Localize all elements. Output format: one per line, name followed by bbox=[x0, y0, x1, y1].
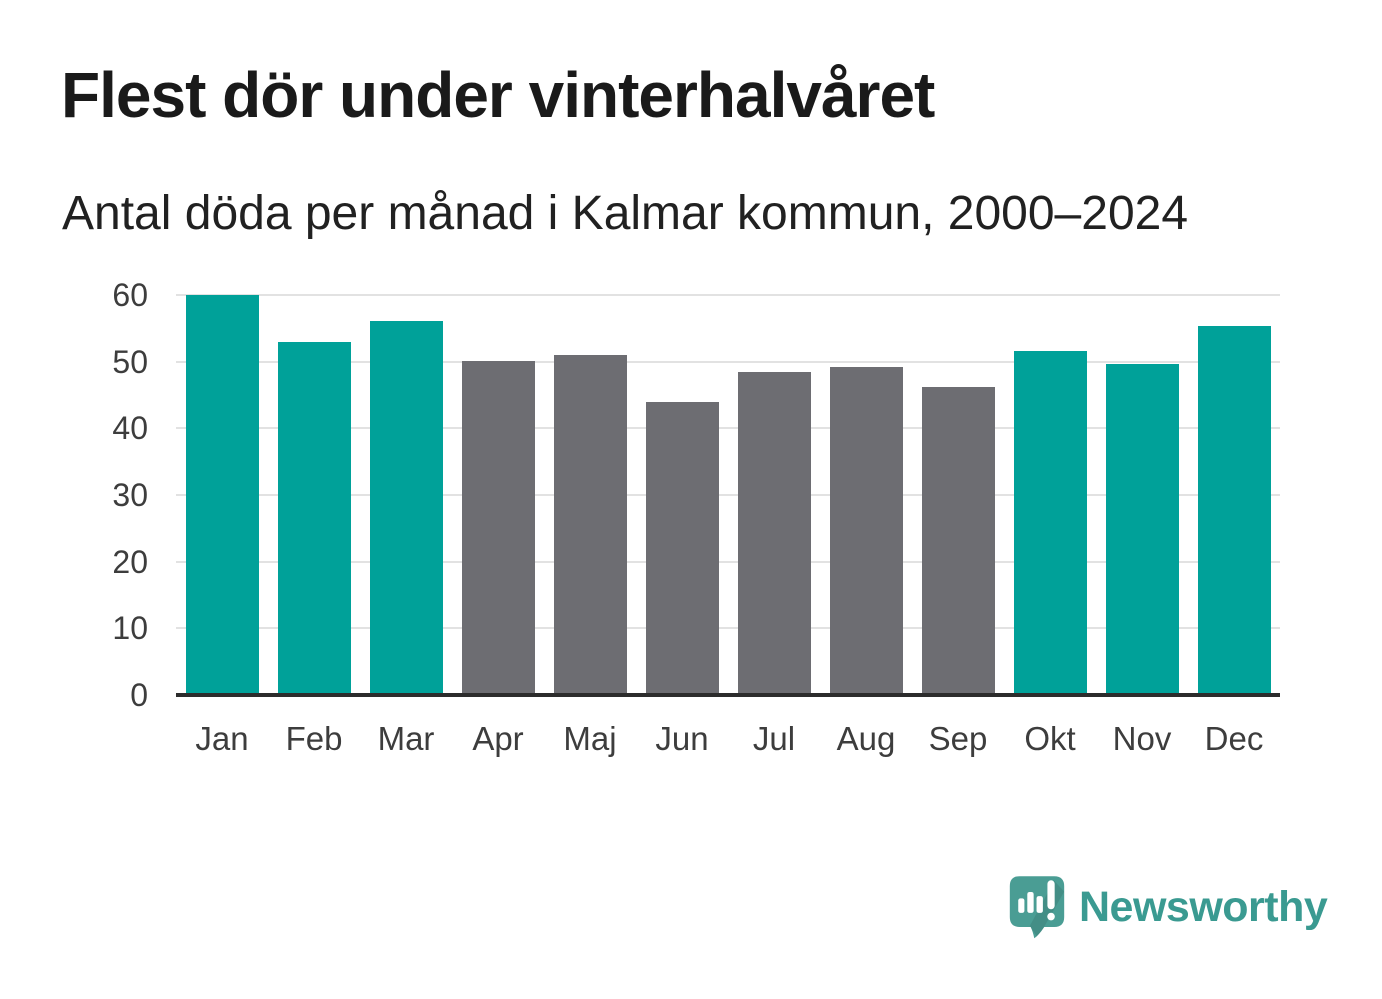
x-tick-label-nov: Nov bbox=[1112, 720, 1172, 757]
gridline-30 bbox=[176, 494, 1280, 496]
gridline-40 bbox=[176, 427, 1280, 430]
bar-dec bbox=[1197, 325, 1271, 695]
x-tick-label-apr: Apr bbox=[472, 720, 524, 757]
bar-slot-apr bbox=[452, 295, 544, 695]
chart-title: Flest dör under vinterhalvåret bbox=[61, 59, 935, 131]
y-axis: 0 10 20 30 40 50 60 bbox=[0, 279, 148, 711]
bar-slot-jan bbox=[176, 295, 268, 695]
bar-nov bbox=[1105, 363, 1179, 695]
bar-series bbox=[176, 295, 1280, 695]
x-tick-label-mar: Mar bbox=[377, 720, 435, 757]
x-tick-label-aug: Aug bbox=[836, 720, 896, 757]
bar-chart-plot-area bbox=[176, 294, 1280, 697]
gridline-20 bbox=[176, 560, 1280, 563]
gridline-10 bbox=[176, 627, 1280, 630]
bar-apr bbox=[461, 361, 535, 695]
bar-jan bbox=[185, 295, 259, 695]
chart-subtitle: Antal döda per månad i Kalmar kommun, 20… bbox=[62, 187, 1189, 240]
bar-okt bbox=[1013, 351, 1087, 695]
bar-jul bbox=[737, 371, 811, 695]
bar-slot-feb bbox=[268, 295, 360, 695]
bar-aug bbox=[829, 367, 903, 695]
x-tick-label-maj: Maj bbox=[563, 720, 617, 757]
bar-slot-sep bbox=[912, 295, 1004, 695]
x-axis: Jan Feb Mar Apr Maj Jun Jul Aug Sep Okt Nov Dec bbox=[176, 720, 1280, 758]
bar-jun bbox=[645, 401, 719, 695]
x-tick-label-sep: Sep bbox=[928, 720, 988, 757]
x-tick-label-dec: Dec bbox=[1204, 720, 1264, 757]
bar-feb bbox=[277, 341, 351, 695]
y-tick-label-50: 50 bbox=[112, 343, 148, 380]
x-axis-line bbox=[176, 693, 1280, 697]
y-tick-label-10: 10 bbox=[112, 610, 148, 647]
x-tick-label-jan: Jan bbox=[195, 720, 249, 757]
y-tick-label-40: 40 bbox=[112, 410, 148, 447]
y-tick-label-30: 30 bbox=[112, 477, 148, 513]
bar-slot-aug bbox=[820, 295, 912, 695]
bar-maj bbox=[553, 355, 627, 695]
bar-slot-jul bbox=[728, 295, 820, 695]
x-tick-label-okt: Okt bbox=[1024, 720, 1076, 757]
bar-slot-mar bbox=[360, 295, 452, 695]
bar-slot-nov bbox=[1096, 295, 1188, 695]
y-tick-label-0: 0 bbox=[130, 677, 148, 713]
bar-slot-okt bbox=[1004, 295, 1096, 695]
x-tick-label-feb: Feb bbox=[285, 720, 343, 757]
y-tick-label-60: 60 bbox=[112, 277, 148, 313]
newsworthy-logo-text: Newsworthy bbox=[1079, 882, 1328, 931]
x-tick-label-jul: Jul bbox=[752, 720, 796, 757]
x-tick-label-jun: Jun bbox=[655, 720, 709, 757]
gridline-50 bbox=[176, 360, 1280, 363]
newsworthy-branding: Newsworthy bbox=[1008, 874, 1328, 940]
bar-slot-jun bbox=[636, 295, 728, 695]
bar-mar bbox=[369, 321, 443, 695]
gridline-60 bbox=[176, 294, 1280, 296]
y-tick-label-20: 20 bbox=[112, 543, 148, 580]
bar-slot-dec bbox=[1188, 295, 1280, 695]
bar-slot-maj bbox=[544, 295, 636, 695]
bar-sep bbox=[921, 387, 995, 695]
newsworthy-logo-icon bbox=[1009, 876, 1065, 939]
